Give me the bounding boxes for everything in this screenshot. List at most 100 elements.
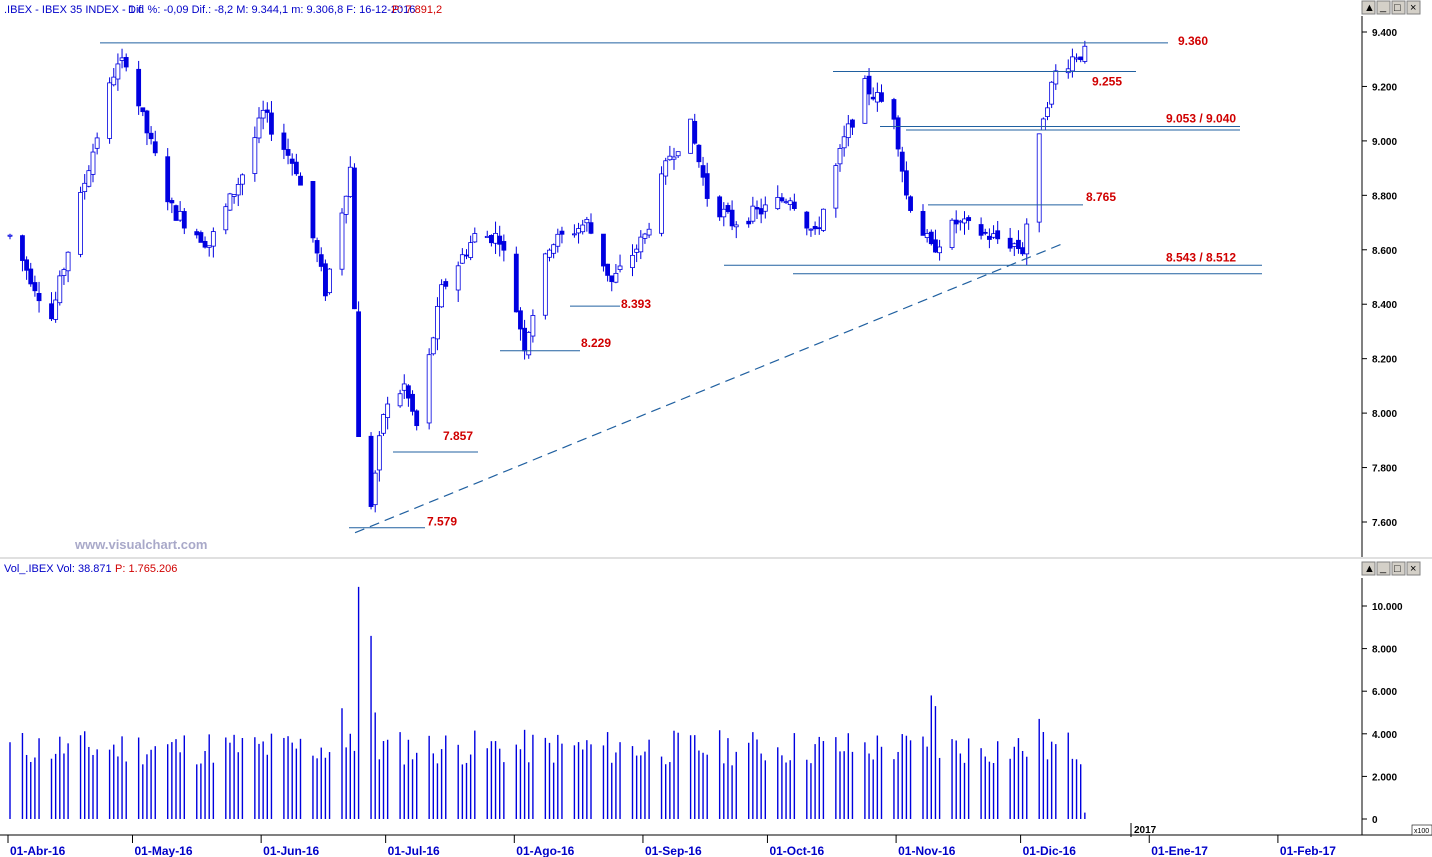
level-label: 8.229	[581, 336, 611, 350]
candle-body	[298, 175, 303, 186]
candle-body	[468, 242, 474, 258]
candle-body	[405, 385, 411, 399]
trendline	[354, 241, 1066, 534]
candle-body	[613, 272, 619, 283]
vol-minimize-button[interactable]	[1376, 561, 1391, 576]
candlestick-series	[7, 40, 1088, 513]
candle-body	[376, 435, 382, 471]
candle-body	[675, 151, 681, 157]
candle-body	[804, 211, 810, 229]
price-axis-ticks: 9.400 9.200 9.000 8.800 8.600 8.400 8.200 8.000…	[1362, 28, 1397, 529]
candle-body	[293, 161, 299, 175]
level-label: 7.579	[427, 515, 457, 529]
candle-body	[443, 281, 449, 287]
candle-body	[94, 137, 100, 149]
candle-body	[850, 119, 855, 128]
date-tick-label: 01-Jul-16	[388, 844, 440, 857]
candle-body	[194, 231, 200, 236]
candle-body	[874, 92, 880, 103]
candle-body	[314, 240, 320, 254]
candle-body	[978, 224, 984, 236]
candle-body	[459, 254, 465, 264]
volume-axis-ticks: 10.000 8.000 6.000 4.000 2.000 0	[1362, 602, 1403, 826]
candle-body	[372, 472, 378, 506]
candle-body	[522, 327, 527, 352]
price-tick-label: 8.000	[1372, 409, 1397, 420]
price-tick-label: 9.400	[1372, 28, 1397, 39]
candle-body	[879, 92, 884, 102]
candle-body	[609, 275, 615, 283]
candle-body	[924, 233, 930, 238]
candle-body	[352, 167, 357, 310]
candle-body	[385, 403, 391, 418]
volume-unit-box	[1411, 824, 1432, 836]
candle-body	[289, 158, 295, 164]
candle-body	[530, 315, 536, 337]
watermark: www.visualchart.com	[74, 537, 207, 552]
candle-body	[227, 193, 233, 211]
candle-body	[987, 235, 992, 240]
candle-body	[791, 201, 797, 209]
close-icon: ×	[1410, 2, 1416, 14]
candle-body	[140, 107, 146, 113]
vol-close-button[interactable]	[1406, 561, 1421, 576]
price-panel-title: .IBEX - IBEX 35 INDEX - 1 d	[4, 4, 144, 16]
price-tick-label: 8.800	[1372, 191, 1397, 202]
candle-body	[646, 228, 652, 236]
candle-body	[762, 204, 768, 212]
candle-body	[1024, 223, 1030, 255]
maximize-button[interactable]	[1391, 0, 1406, 15]
volume-panel-window-buttons[interactable]: ▲ _ □ ×	[1361, 561, 1421, 576]
candle-body	[264, 109, 270, 113]
candle-body	[746, 220, 752, 225]
candle-body	[61, 269, 67, 276]
vol-maximize-icon: □	[1394, 563, 1401, 575]
candle-body	[758, 208, 764, 215]
date-tick-label: 01-Sep-16	[645, 844, 702, 857]
candle-body	[177, 211, 183, 221]
candle-body	[1040, 118, 1046, 131]
volume-series	[9, 586, 1086, 819]
candle-body	[518, 310, 523, 330]
vol-maximize-button[interactable]	[1391, 561, 1406, 576]
candle-body	[239, 174, 245, 185]
scroll-up-button[interactable]	[1361, 0, 1376, 15]
price-panel-window-buttons[interactable]: ▲ _ □ ×	[1361, 0, 1421, 15]
date-tick-label: 01-May-16	[135, 844, 193, 857]
candle-body	[783, 201, 789, 204]
candle-body	[119, 57, 125, 61]
candle-body	[725, 205, 731, 212]
candle-body	[547, 249, 552, 258]
candle-body	[210, 231, 216, 247]
candle-body	[1070, 56, 1075, 72]
volume-tick-label: 2.000	[1372, 772, 1397, 783]
candle-body	[497, 235, 503, 245]
candle-body	[966, 217, 972, 222]
date-tick-label: 01-Jun-16	[263, 844, 319, 857]
vol-scroll-up-button[interactable]	[1361, 561, 1376, 576]
candle-body	[663, 160, 669, 177]
trendline-dashed	[354, 241, 1066, 534]
price-tick-label: 9.200	[1372, 82, 1397, 93]
candle-body	[235, 184, 241, 196]
candle-body	[837, 148, 843, 165]
level-label: 8.543 / 8.512	[1166, 250, 1236, 264]
price-panel-stats: Dif. %: -0,09 Dif.: -8,2 M: 9.344,1 m: 9…	[128, 4, 415, 16]
price-tick-label: 7.600	[1372, 518, 1397, 529]
minimize-button[interactable]	[1376, 0, 1391, 15]
candle-body	[1065, 68, 1071, 74]
date-axis-ticks: 01-Abr-16 01-May-16 01-Jun-16 01-Jul-16 01-A…	[7, 835, 1336, 857]
vol-minimize-icon: _	[1379, 562, 1387, 574]
candle-body	[86, 170, 92, 187]
close-button[interactable]	[1406, 0, 1421, 15]
candle-body	[908, 196, 913, 211]
candle-body	[816, 227, 822, 230]
candle-body	[426, 354, 432, 424]
candle-body	[779, 197, 785, 202]
volume-unit-label: x100	[1414, 828, 1429, 835]
candle-body	[920, 210, 926, 236]
candle-body	[269, 112, 274, 135]
candle-body	[542, 253, 548, 316]
support-resistance-levels: 9.360 9.255 9.053 / 9.040 8.765 8.543 / 8.51…	[100, 34, 1262, 529]
candle-body	[982, 231, 988, 234]
